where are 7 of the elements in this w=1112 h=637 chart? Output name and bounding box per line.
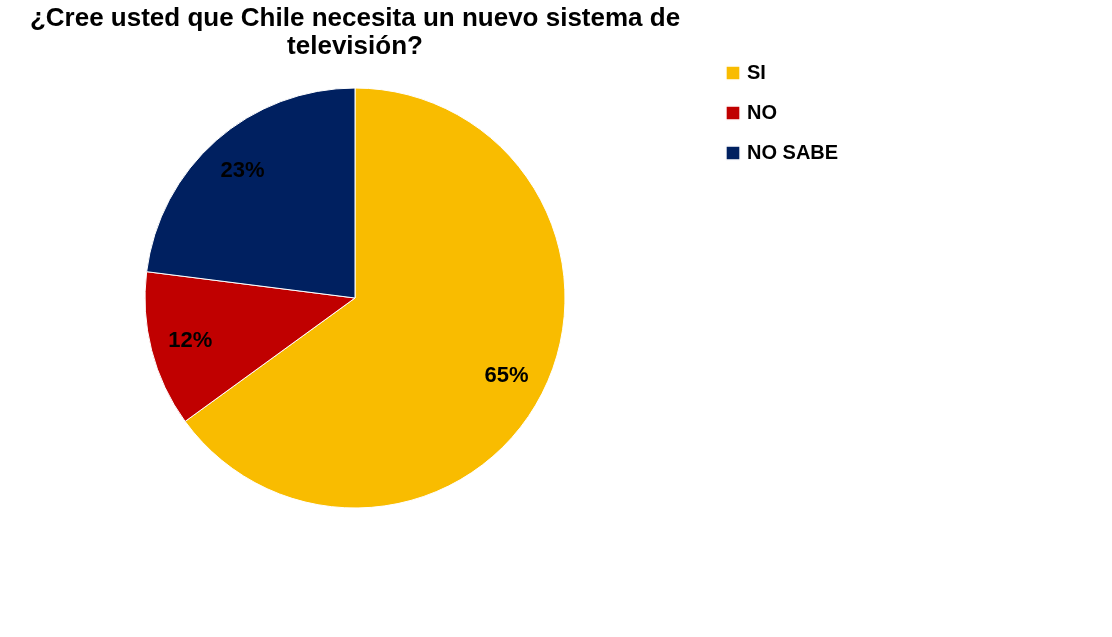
legend-label: NO SABE [747,141,839,163]
legend-label: NO [747,101,777,123]
data-label: 65% [484,362,529,388]
data-label: 12% [168,327,213,353]
chart-title: ¿Cree usted que Chile necesita un nuevo sistema de televisión? [29,2,681,60]
legend-label: SI [747,61,766,83]
data-label: 23% [220,157,265,183]
